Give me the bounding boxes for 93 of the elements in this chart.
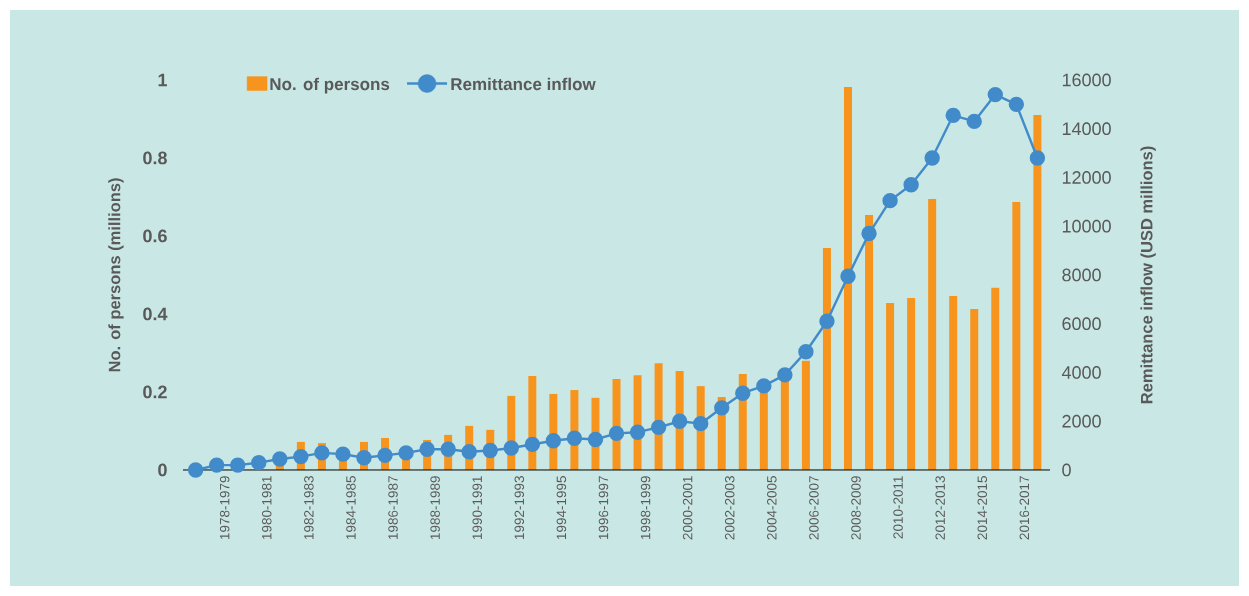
y2-axis-title: Remittance inflow (USD millions)	[1140, 146, 1156, 404]
point	[335, 446, 351, 462]
point	[293, 448, 309, 465]
x-tick-label: 1982-1983	[304, 476, 314, 540]
bar	[1012, 202, 1021, 470]
point	[272, 451, 288, 467]
y2-tick-label: 8000	[1062, 268, 1101, 282]
x-tick-label: 1978-1979	[219, 476, 230, 540]
point	[714, 400, 730, 416]
y-tick-label: 0.8	[143, 151, 167, 165]
x-tick-label: 2006-2007	[809, 476, 819, 540]
y-tick-label: 0	[158, 463, 167, 477]
point	[314, 445, 330, 461]
point	[945, 107, 961, 124]
point	[419, 441, 435, 457]
point	[671, 413, 688, 429]
y2-tick-label: 4000	[1061, 366, 1101, 379]
x-tick-label: 1990-1991	[472, 476, 482, 540]
x-tick-label: 1980-1981	[261, 476, 272, 540]
point	[230, 457, 246, 473]
bar	[801, 360, 810, 470]
point	[377, 447, 393, 464]
bar	[780, 380, 789, 470]
x-tick-label: 2000-2001	[682, 476, 693, 540]
point	[482, 442, 498, 459]
x-tick-label: 1996-1997	[598, 476, 609, 540]
point	[903, 177, 919, 193]
point	[1029, 150, 1046, 166]
x-tick-label: 2012-2013	[935, 476, 945, 540]
point	[398, 445, 414, 461]
point	[608, 425, 625, 442]
point	[440, 441, 456, 457]
y2-tick-label: 14000	[1062, 122, 1111, 136]
x-tick-label: 2014-2015	[977, 476, 988, 540]
x-tick-label: 2002-2003	[724, 476, 735, 540]
point	[987, 86, 1003, 103]
bar	[991, 287, 1000, 470]
point	[735, 385, 751, 401]
point	[524, 436, 541, 453]
point	[819, 313, 835, 329]
bar	[843, 87, 852, 470]
x-tick-label: 1986-1987	[388, 476, 398, 540]
x-tick-label: 2008-2009	[851, 476, 861, 540]
point	[777, 367, 793, 383]
y-tick-label: 1	[158, 73, 167, 87]
bar	[949, 296, 958, 470]
y2-tick-label: 2000	[1062, 414, 1101, 428]
bar	[907, 298, 916, 470]
x-tick-label: 1988-1989	[430, 476, 440, 540]
point	[692, 415, 709, 432]
point	[840, 268, 856, 284]
point	[251, 454, 267, 471]
legend-label: Remittance inflow	[451, 77, 596, 91]
point	[545, 433, 562, 449]
point	[1008, 96, 1025, 113]
bar	[928, 198, 937, 470]
point	[587, 431, 604, 448]
x-tick-label: 1994-1995	[556, 476, 567, 540]
y-axis-title: No. of persons (millions)	[108, 178, 124, 372]
point	[966, 113, 982, 130]
point	[650, 419, 667, 436]
bar	[822, 248, 831, 470]
x-tick-label: 2004-2005	[767, 476, 777, 540]
y2-tick-label: 10000	[1062, 219, 1111, 233]
point	[187, 462, 204, 478]
x-tick-label: 2010-2011	[893, 476, 903, 539]
point	[461, 444, 477, 460]
point	[882, 192, 898, 209]
point	[924, 150, 940, 166]
y2-tick-label: 6000	[1062, 317, 1101, 331]
y-tick-label: 0.2	[143, 385, 167, 399]
point	[208, 457, 225, 473]
x-tick-label: 1998-1999	[640, 476, 651, 540]
bar	[865, 214, 874, 470]
point	[566, 430, 583, 446]
y2-tick-label: 16000	[1062, 73, 1111, 87]
x-tick-label: 1992-1993	[514, 476, 525, 540]
y-tick-label: 0.6	[143, 229, 167, 243]
point	[756, 378, 772, 394]
point	[629, 424, 646, 440]
point	[503, 440, 519, 456]
bar	[886, 303, 895, 470]
legend-label: No. of persons	[270, 77, 390, 94]
y2-tick-label: 0	[1062, 463, 1071, 477]
x-tick-label: 1984-1985	[346, 476, 356, 540]
x-tick-label: 2016-2017	[1019, 476, 1030, 540]
point	[798, 344, 814, 360]
bar	[1033, 115, 1042, 470]
y2-tick-label: 12000	[1062, 171, 1111, 184]
point	[861, 225, 877, 242]
bar	[970, 308, 979, 470]
point	[356, 450, 372, 466]
y-tick-label: 0.4	[143, 307, 168, 321]
